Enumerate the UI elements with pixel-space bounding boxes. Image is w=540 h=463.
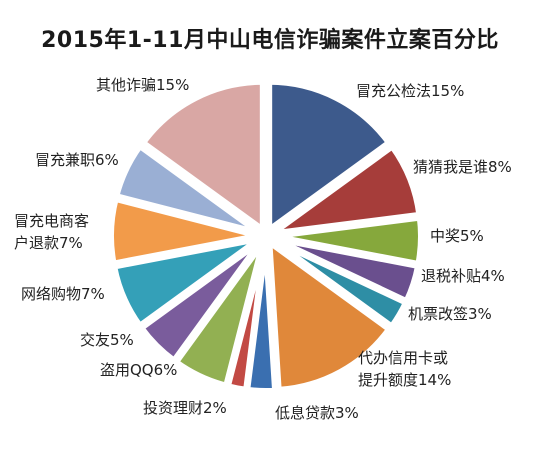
slice-label-10: 交友5% bbox=[80, 331, 134, 349]
slice-label-12: 冒充电商客户退款7% bbox=[14, 212, 89, 252]
pie-slice-11 bbox=[111, 235, 263, 329]
slice-label-3: 中奖5% bbox=[430, 227, 484, 245]
slice-label-14: 其他诈骗15% bbox=[96, 76, 189, 94]
pie-slice-13 bbox=[113, 143, 263, 237]
slice-label-9: 盗用QQ6% bbox=[100, 361, 177, 379]
slice-label-7: 低息贷款3% bbox=[275, 404, 359, 422]
slice-label-4: 退税补贴4% bbox=[421, 267, 505, 285]
slice-label-6: 代办信用卡或提升额度14% bbox=[358, 349, 451, 389]
slice-label-11: 网络购物7% bbox=[21, 285, 105, 303]
pie-slice-1 bbox=[266, 78, 392, 233]
slice-label-13: 冒充兼职6% bbox=[35, 151, 119, 169]
slice-label-5: 机票改签3% bbox=[408, 305, 492, 323]
pie-slice-14 bbox=[140, 78, 266, 233]
pie-slice-5 bbox=[269, 236, 409, 330]
slice-label-1: 冒充公检法15% bbox=[356, 82, 464, 100]
pie-slice-6 bbox=[266, 239, 393, 393]
chart-title: 2015年1-11月中山电信诈骗案件立案百分比 bbox=[41, 28, 499, 53]
slice-label-2: 猜猜我是谁8% bbox=[413, 158, 512, 176]
slice-label-8: 投资理财2% bbox=[143, 399, 227, 417]
